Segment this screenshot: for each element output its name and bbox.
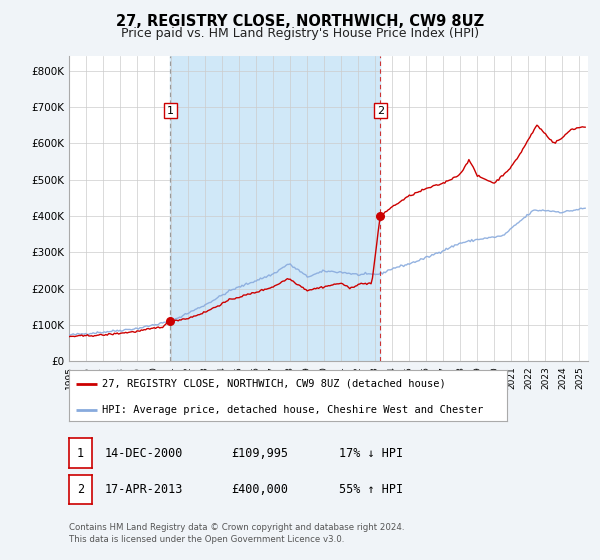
Bar (170, 56, 380, 361)
Text: 55% ↑ HPI: 55% ↑ HPI (339, 483, 403, 496)
Text: HPI: Average price, detached house, Cheshire West and Chester: HPI: Average price, detached house, Ches… (102, 405, 483, 415)
Text: 17-APR-2013: 17-APR-2013 (105, 483, 184, 496)
Text: Contains HM Land Registry data © Crown copyright and database right 2024.: Contains HM Land Registry data © Crown c… (69, 523, 404, 532)
Text: 2: 2 (377, 105, 384, 115)
Text: £109,995: £109,995 (231, 446, 288, 460)
Text: 2: 2 (77, 483, 84, 496)
Text: 27, REGISTRY CLOSE, NORTHWICH, CW9 8UZ: 27, REGISTRY CLOSE, NORTHWICH, CW9 8UZ (116, 14, 484, 29)
Text: 17% ↓ HPI: 17% ↓ HPI (339, 446, 403, 460)
Text: This data is licensed under the Open Government Licence v3.0.: This data is licensed under the Open Gov… (69, 535, 344, 544)
Text: £400,000: £400,000 (231, 483, 288, 496)
Text: Price paid vs. HM Land Registry's House Price Index (HPI): Price paid vs. HM Land Registry's House … (121, 27, 479, 40)
Text: 27, REGISTRY CLOSE, NORTHWICH, CW9 8UZ (detached house): 27, REGISTRY CLOSE, NORTHWICH, CW9 8UZ (… (102, 379, 446, 389)
Text: 1: 1 (77, 446, 84, 460)
Text: 1: 1 (167, 105, 174, 115)
Text: 14-DEC-2000: 14-DEC-2000 (105, 446, 184, 460)
